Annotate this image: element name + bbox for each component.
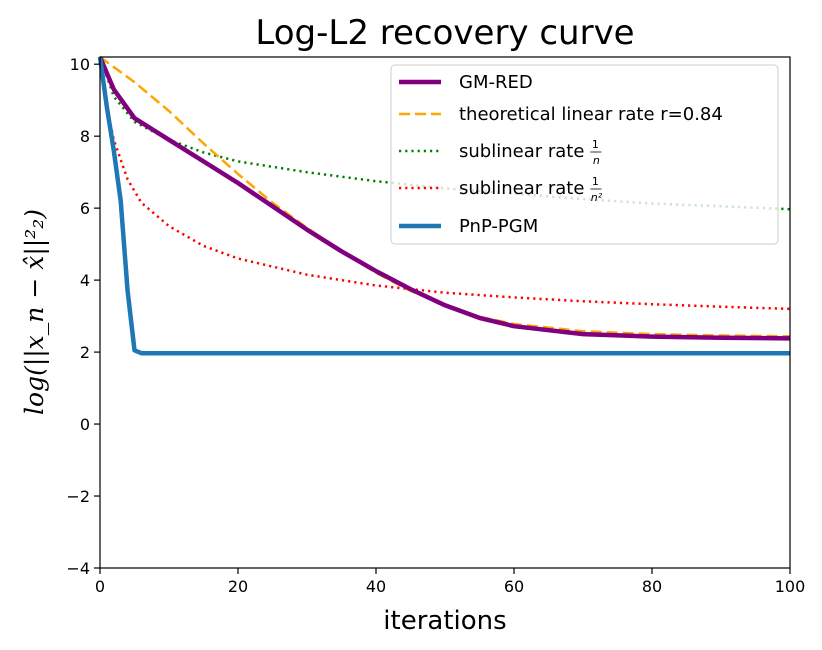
series-line-4 xyxy=(97,56,790,356)
x-tick-label: 40 xyxy=(366,577,386,596)
fraction-denominator: n xyxy=(593,154,600,167)
fraction-denominator: n² xyxy=(591,191,603,204)
y-tick-label: −4 xyxy=(66,559,90,578)
y-tick-label: 8 xyxy=(80,127,90,146)
legend-label-2: sublinear rate xyxy=(459,141,584,162)
x-tick-label: 80 xyxy=(642,577,662,596)
plot-frame xyxy=(99,56,791,569)
y-tick-label: 2 xyxy=(80,343,90,362)
y-tick-label: −2 xyxy=(66,487,90,506)
series-line-0 xyxy=(97,56,791,341)
legend: GM-RED theoretical linear rate r=0.84 subl… xyxy=(390,64,779,245)
fraction-numerator: 1 xyxy=(592,175,599,188)
y-tick-label: 6 xyxy=(80,199,90,218)
x-tick-label: 0 xyxy=(95,577,105,596)
legend-fraction-3: 1 n² xyxy=(590,175,603,204)
legend-label-4: PnP-PGM xyxy=(459,216,538,237)
y-axis-label: log(||x_n − x̂||²₂) xyxy=(20,209,50,415)
y-tick-label: 4 xyxy=(80,271,90,290)
legend-fraction-2: 1n xyxy=(590,138,602,167)
y-tick-label: 0 xyxy=(80,415,90,434)
fraction-numerator: 1 xyxy=(592,138,599,151)
x-tick-label: 20 xyxy=(228,577,248,596)
x-tick-label: 100 xyxy=(775,577,806,596)
x-tick-label: 60 xyxy=(504,577,524,596)
legend-label-1: theoretical linear rate r=0.84 xyxy=(459,104,723,125)
legend-box xyxy=(390,64,779,245)
x-axis-label: iterations xyxy=(383,606,506,636)
x-axis: 0 20 40 60 80 100 xyxy=(95,568,805,596)
y-tick-label: 10 xyxy=(70,55,90,74)
y-axis: 10 8 6 4 2 0 −2 −4 xyxy=(66,55,100,578)
series-line-1 xyxy=(99,55,791,338)
legend-label-0: GM-RED xyxy=(459,72,533,93)
chart-title: Log-L2 recovery curve xyxy=(255,13,634,53)
legend-label-3: sublinear rate xyxy=(459,178,584,199)
